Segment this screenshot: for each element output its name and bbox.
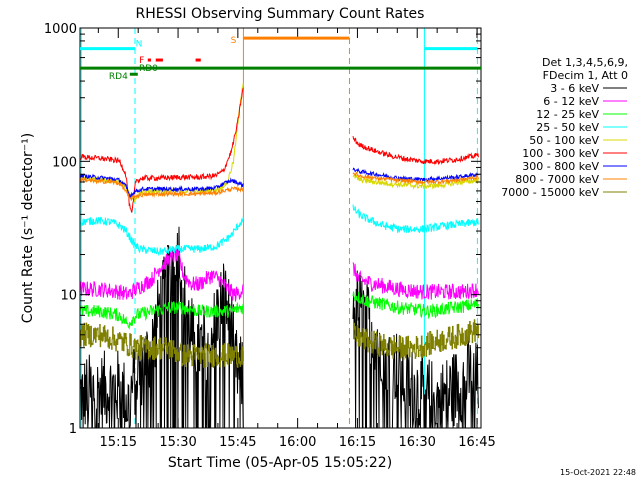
- plot-area: 1 10 100 1000 15:15 15:30 15:45 16:00 16:15 16:3…: [44, 22, 496, 450]
- flag-label: RD0: [139, 64, 158, 74]
- x-axis-label: Start Time (05-Apr-05 15:05:22): [168, 455, 392, 471]
- legend-label: 25 - 50 keV: [536, 121, 599, 134]
- legend: Det 1,3,4,5,6,9, FDecim 1, Att 0 3 - 6 k…: [501, 56, 628, 199]
- legend-label: 3 - 6 keV: [550, 82, 599, 95]
- series-line: [352, 171, 479, 186]
- series-line: [80, 88, 244, 213]
- legend-label: 300 - 800 keV: [522, 160, 599, 173]
- series-line: [352, 262, 479, 300]
- series-line: [80, 173, 244, 200]
- date-stamp: 15-Oct-2021 22:48: [560, 468, 636, 477]
- legend-label: 800 - 7000 keV: [515, 173, 599, 186]
- flag-label: RD4: [109, 72, 128, 82]
- x-axis: 15:15 15:30 15:45 16:00 16:15 16:30 16:45: [97, 28, 496, 450]
- x-tick-label: 15:45: [219, 435, 256, 450]
- x-tick-label: 15:30: [159, 435, 196, 450]
- x-tick-label: 16:30: [398, 435, 435, 450]
- series-line: [80, 247, 244, 302]
- legend-label: 50 - 100 keV: [529, 134, 599, 147]
- series-line: [352, 173, 479, 190]
- x-tick-label: 16:45: [458, 435, 495, 450]
- y-tick-label: 1: [69, 422, 77, 437]
- series-line: [352, 204, 479, 234]
- series-layer: [80, 83, 479, 428]
- y-tick-label: 100: [52, 155, 77, 170]
- flag-label: N: [136, 40, 143, 50]
- x-tick-label: 16:15: [339, 435, 376, 450]
- series-line: [80, 300, 244, 330]
- y-axis-label: Count Rate (s⁻¹ detector⁻¹): [20, 133, 36, 323]
- series-line: [80, 226, 244, 428]
- series-line: [352, 291, 479, 320]
- legend-label: 7000 - 15000 keV: [501, 186, 599, 199]
- flag-label: S: [231, 36, 237, 46]
- series-line: [80, 176, 244, 202]
- plot-frame: [79, 27, 482, 429]
- y-tick-label: 1000: [44, 22, 77, 37]
- series-line: [80, 216, 244, 257]
- series-line: [352, 270, 479, 428]
- series-line: [352, 136, 479, 166]
- legend-header-line-2: FDecim 1, Att 0: [543, 69, 628, 82]
- y-tick-label: 10: [60, 289, 77, 304]
- x-tick-label: 15:15: [100, 435, 137, 450]
- legend-label: 6 - 12 keV: [543, 95, 599, 108]
- x-tick-label: 16:00: [279, 435, 316, 450]
- flag-label: F: [139, 56, 144, 66]
- chart-title: RHESSI Observing Summary Count Rates: [136, 6, 425, 22]
- legend-label: 100 - 300 keV: [522, 147, 599, 160]
- series-line: [80, 322, 244, 368]
- legend-header-line-1: Det 1,3,4,5,6,9,: [542, 56, 628, 69]
- y-axis: 1 10 100 1000: [44, 22, 481, 437]
- legend-label: 12 - 25 keV: [536, 108, 599, 121]
- series-line: [353, 319, 479, 361]
